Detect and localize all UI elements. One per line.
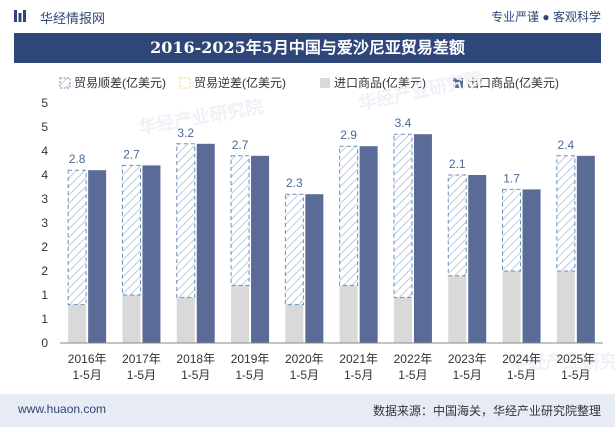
export-bar xyxy=(359,146,378,343)
surplus-bar xyxy=(67,169,87,306)
export-bar xyxy=(522,189,541,343)
x-tick-label: 2019年 xyxy=(231,352,270,366)
chart: 贸易顺差(亿美元) 贸易逆差(亿美元) 进口商品(亿美元) 出口商品(亿美元) 华经产… xyxy=(41,68,615,382)
x-tick-label: 2018年 xyxy=(176,352,215,366)
x-tick-label: 1-5月 xyxy=(507,368,536,382)
surplus-data-label: 1.7 xyxy=(503,171,520,185)
x-tick-label: 2022年 xyxy=(394,352,433,366)
surplus-bar xyxy=(121,164,141,296)
y-tick-label: 3 xyxy=(41,216,48,230)
x-tick-label: 1-5月 xyxy=(72,368,101,382)
legend-label: 进口商品(亿美元) xyxy=(334,75,426,90)
x-tick-label: 2017年 xyxy=(122,352,161,366)
x-tick-label: 1-5月 xyxy=(344,368,373,382)
y-tick-label: 2 xyxy=(41,240,48,254)
y-tick-label: 5 xyxy=(41,120,48,134)
surplus-data-label: 2.1 xyxy=(449,157,466,171)
y-tick-label: 1 xyxy=(41,288,48,302)
x-tick-label: 1-5月 xyxy=(398,368,427,382)
surplus-bar xyxy=(447,174,467,277)
y-tick-label: 1 xyxy=(41,312,48,326)
x-tick-label: 2024年 xyxy=(502,352,541,366)
x-tick-label: 1-5月 xyxy=(235,368,264,382)
top-bar: 华经情报网 专业严谨 ● 客观科学 xyxy=(0,0,615,32)
legend: 贸易顺差(亿美元) 贸易逆差(亿美元) 进口商品(亿美元) 出口商品(亿美元) xyxy=(59,75,559,90)
x-tick-label: 1-5月 xyxy=(127,368,156,382)
bars: 2.8 2.7 3.2 2.7 2.3 2.9 3.4 2.1 1.7 2.4 xyxy=(67,116,595,343)
y-axis: 0 1 1 2 2 3 3 4 4 5 5 xyxy=(41,96,48,350)
import-bar xyxy=(231,285,250,343)
x-tick-label: 2023年 xyxy=(448,352,487,366)
title-bar: 2016-2025年5月中国与爱沙尼亚贸易差额 xyxy=(14,33,601,63)
legend-label: 贸易逆差(亿美元) xyxy=(194,75,286,90)
x-tick-label: 2025年 xyxy=(556,352,595,366)
surplus-data-label: 3.4 xyxy=(395,116,412,130)
export-bar xyxy=(88,170,107,343)
surplus-data-label: 2.7 xyxy=(232,138,249,152)
footer-url: www.huaon.com xyxy=(18,402,107,416)
x-tick-label: 1-5月 xyxy=(290,368,319,382)
import-bar xyxy=(285,304,304,343)
import-bar xyxy=(393,297,412,343)
export-bar xyxy=(305,194,324,343)
export-bar xyxy=(413,134,432,343)
x-tick-label: 1-5月 xyxy=(453,368,482,382)
surplus-bar xyxy=(339,145,359,286)
surplus-data-label: 2.8 xyxy=(69,152,86,166)
y-tick-label: 0 xyxy=(41,336,48,350)
surplus-bar xyxy=(284,193,304,306)
footer-source: 数据来源：中国海关，华经产业研究院整理 xyxy=(372,404,601,418)
legend-swatch xyxy=(320,78,330,88)
import-bar xyxy=(176,297,195,343)
watermark-text: 华经产业研究院 xyxy=(137,95,265,138)
y-tick-label: 3 xyxy=(41,192,48,206)
x-tick-label: 2020年 xyxy=(285,352,324,366)
legend-swatch xyxy=(179,77,191,89)
export-bar xyxy=(576,155,595,343)
surplus-data-label: 3.2 xyxy=(177,126,194,140)
y-tick-label: 2 xyxy=(41,264,48,278)
export-bar xyxy=(468,175,487,343)
surplus-bar xyxy=(502,188,522,272)
surplus-bar xyxy=(230,155,250,286)
surplus-bar xyxy=(556,155,576,272)
surplus-data-label: 2.7 xyxy=(123,147,140,161)
surplus-bar xyxy=(176,143,196,298)
watermark-text: 华经产业研究院 xyxy=(356,68,484,114)
surplus-bar xyxy=(393,133,413,298)
export-bar xyxy=(142,165,161,343)
surplus-data-label: 2.4 xyxy=(558,138,575,152)
y-tick-label: 4 xyxy=(41,144,48,158)
import-bar xyxy=(556,271,575,343)
import-bar xyxy=(68,304,87,343)
export-bar xyxy=(196,143,215,343)
legend-swatch xyxy=(453,78,463,88)
import-bar xyxy=(122,295,141,343)
y-tick-label: 4 xyxy=(41,168,48,182)
footer: www.huaon.com 数据来源：中国海关，华经产业研究院整理 xyxy=(0,394,615,427)
x-tick-label: 2016年 xyxy=(68,352,107,366)
x-tick-label: 2021年 xyxy=(339,352,378,366)
x-tick-label: 1-5月 xyxy=(561,368,590,382)
brand-name: 华经情报网 xyxy=(40,11,106,26)
legend-label: 出口商品(亿美元) xyxy=(467,75,559,90)
y-tick-label: 5 xyxy=(41,96,48,110)
watermark-text: 华经产业研究院 xyxy=(510,351,615,372)
chart-title: 2016-2025年5月中国与爱沙尼亚贸易差额 xyxy=(150,38,465,57)
surplus-data-label: 2.9 xyxy=(340,128,357,142)
export-bar xyxy=(251,155,270,343)
tagline: 专业严谨 ● 客观科学 xyxy=(491,10,601,24)
legend-swatch xyxy=(59,77,71,89)
legend-label: 贸易顺差(亿美元) xyxy=(74,75,166,90)
x-tick-label: 1-5月 xyxy=(181,368,210,382)
import-bar xyxy=(502,271,521,343)
x-axis: 2016年 1-5月 2017年 1-5月 2018年 1-5月 2019年 1-5月 2020… xyxy=(60,342,603,382)
logo-icon xyxy=(14,10,26,22)
import-bar xyxy=(448,275,467,343)
import-bar xyxy=(339,285,358,343)
surplus-data-label: 2.3 xyxy=(286,176,303,190)
